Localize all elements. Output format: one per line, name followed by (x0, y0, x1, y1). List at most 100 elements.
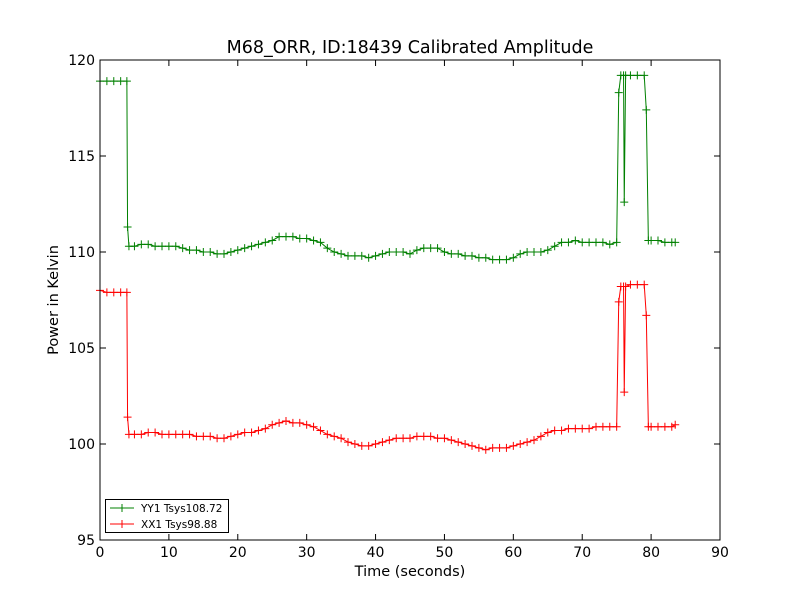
x-tick-label: 70 (573, 545, 591, 561)
data-point (337, 434, 346, 443)
x-tick-label: 60 (504, 545, 522, 561)
data-point (144, 240, 153, 249)
data-point (226, 432, 235, 441)
x-tick-label: 10 (160, 545, 178, 561)
data-point (660, 422, 669, 431)
data-point (640, 280, 649, 289)
data-point (585, 424, 594, 433)
data-point (433, 244, 442, 253)
data-point (109, 77, 118, 86)
data-point (350, 251, 359, 260)
data-point (468, 251, 476, 260)
data-point (564, 238, 573, 247)
data-point (516, 440, 525, 448)
data-point (550, 426, 559, 435)
x-tick-label: 90 (711, 545, 729, 561)
data-point (626, 280, 635, 289)
data-point (302, 420, 311, 429)
data-point (612, 422, 621, 431)
data-point (426, 432, 435, 441)
data-point (178, 244, 187, 253)
data-point (509, 441, 518, 450)
data-point (247, 428, 256, 437)
data-point (550, 242, 559, 251)
data-point (647, 236, 656, 245)
data-point (247, 242, 256, 251)
data-point (344, 251, 352, 260)
data-point (461, 251, 470, 260)
data-point (557, 426, 566, 435)
data-point (502, 255, 511, 264)
data-point (481, 445, 490, 454)
data-point (454, 438, 463, 447)
data-point (461, 440, 470, 448)
x-tick-label: 80 (642, 545, 660, 561)
data-point (199, 248, 208, 256)
legend-marker (118, 520, 126, 528)
legend: YY1 Tsys108.72 XX1 Tsys98.88 (105, 499, 229, 533)
data-point (268, 236, 277, 245)
data-point (330, 248, 339, 256)
data-point (495, 443, 504, 452)
data-point (171, 242, 180, 251)
data-point (642, 105, 651, 114)
data-point (158, 430, 166, 439)
data-point (571, 424, 580, 433)
data-point (206, 248, 215, 256)
data-point (523, 438, 532, 447)
data-point (536, 432, 545, 441)
data-point (633, 280, 642, 289)
y-tick-label: 100 (68, 437, 95, 453)
data-point (199, 432, 208, 441)
data-point (220, 434, 228, 443)
data-point (123, 413, 132, 422)
data-point (585, 238, 594, 247)
data-point (578, 424, 587, 433)
data-point (633, 71, 642, 80)
data-point (282, 416, 290, 425)
data-point (392, 248, 401, 256)
data-point (178, 430, 187, 439)
data-point (474, 253, 483, 262)
data-point (671, 420, 680, 429)
data-point (543, 246, 552, 255)
data-point (378, 249, 387, 258)
data-point (605, 240, 614, 249)
data-point (426, 244, 435, 253)
data-point (371, 251, 380, 260)
data-point (620, 198, 629, 207)
x-tick-label: 30 (298, 545, 316, 561)
data-point (233, 246, 242, 255)
data-point (412, 432, 421, 441)
data-point (137, 430, 146, 439)
data-point (240, 428, 249, 437)
data-point (419, 244, 428, 253)
data-point (288, 418, 297, 427)
data-point (275, 418, 284, 427)
data-point (213, 434, 222, 443)
series-2 (96, 280, 680, 454)
x-axis-label: Time (seconds) (354, 564, 466, 580)
data-point (598, 238, 607, 247)
data-point (275, 232, 284, 241)
data-point (309, 236, 318, 245)
y-tick-label: 110 (68, 245, 95, 261)
data-point (164, 430, 173, 439)
data-point (254, 426, 263, 435)
plot-series (96, 71, 680, 454)
data-point (109, 288, 118, 297)
data-point (481, 253, 490, 262)
data-point (447, 436, 456, 445)
data-point (392, 434, 401, 443)
data-point (660, 238, 669, 247)
data-point (614, 297, 623, 306)
data-point (364, 253, 373, 262)
x-tick-label: 40 (367, 545, 385, 561)
y-tick-label: 105 (68, 341, 95, 357)
x-tick-label: 20 (229, 545, 247, 561)
data-point (282, 232, 290, 241)
legend-label: YY1 Tsys108.72 (140, 503, 222, 515)
data-point (158, 242, 166, 251)
series-1 (96, 71, 680, 264)
data-point (371, 440, 380, 448)
